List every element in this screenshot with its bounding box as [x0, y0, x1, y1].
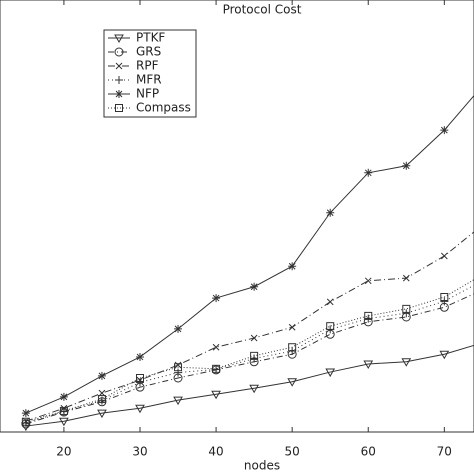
marker — [364, 168, 373, 177]
marker — [287, 378, 298, 387]
legend-label: NFP — [136, 87, 159, 101]
chart-title: Protocol Cost — [223, 3, 302, 17]
marker — [402, 304, 411, 313]
marker — [249, 384, 259, 394]
marker — [402, 274, 410, 282]
x-tick-label: 60 — [361, 445, 376, 459]
legend-label: PTKF — [136, 31, 165, 45]
marker — [174, 324, 183, 333]
marker — [439, 350, 450, 360]
marker — [59, 392, 68, 401]
marker — [173, 396, 183, 406]
marker — [250, 351, 259, 360]
marker — [211, 390, 221, 400]
marker — [97, 396, 106, 405]
marker — [440, 126, 449, 135]
marker — [114, 34, 124, 44]
marker — [174, 363, 183, 372]
marker — [174, 368, 183, 377]
marker — [97, 371, 106, 380]
marker — [114, 47, 124, 57]
x-tick-label: 30 — [132, 445, 147, 459]
marker — [364, 311, 373, 320]
marker — [21, 409, 30, 418]
x-tick-label: 50 — [285, 445, 300, 459]
marker — [288, 262, 297, 271]
marker — [401, 358, 412, 367]
series-line — [25, 344, 474, 427]
marker — [115, 76, 123, 84]
series-line — [25, 284, 474, 424]
marker — [21, 417, 30, 426]
marker — [59, 406, 68, 415]
plot-frame — [0, 0, 474, 433]
marker — [440, 252, 448, 260]
marker — [364, 314, 373, 323]
marker — [440, 293, 449, 301]
marker — [135, 374, 144, 382]
legend-label: MFR — [136, 73, 162, 87]
marker — [97, 409, 107, 419]
marker — [364, 277, 372, 285]
series-line — [25, 279, 474, 423]
marker — [212, 294, 221, 303]
marker — [97, 395, 106, 404]
marker — [288, 323, 296, 331]
marker — [135, 378, 144, 387]
x-axis-label: nodes — [244, 459, 280, 473]
series-line — [25, 231, 474, 422]
marker — [115, 62, 123, 70]
marker — [326, 208, 335, 217]
plot-area — [21, 94, 474, 432]
marker — [363, 360, 374, 369]
marker — [326, 298, 334, 306]
legend-label: GRS — [136, 45, 161, 59]
marker — [212, 364, 221, 373]
x-tick-label: 20 — [56, 445, 71, 459]
marker — [440, 297, 449, 306]
x-tick-label: 40 — [208, 445, 223, 459]
x-tick-label: 70 — [437, 445, 452, 459]
marker — [288, 343, 297, 352]
legend-label: Compass — [136, 101, 191, 115]
marker — [250, 334, 258, 342]
marker — [402, 161, 411, 170]
marker — [250, 282, 259, 291]
marker — [135, 352, 144, 361]
marker — [59, 417, 69, 427]
marker — [326, 322, 335, 331]
marker — [325, 368, 336, 378]
legend-label: RPF — [136, 59, 159, 73]
marker — [174, 361, 182, 369]
marker — [135, 404, 145, 414]
marker — [115, 90, 123, 98]
marker — [212, 343, 220, 351]
marker — [402, 309, 411, 318]
marker — [115, 104, 123, 112]
